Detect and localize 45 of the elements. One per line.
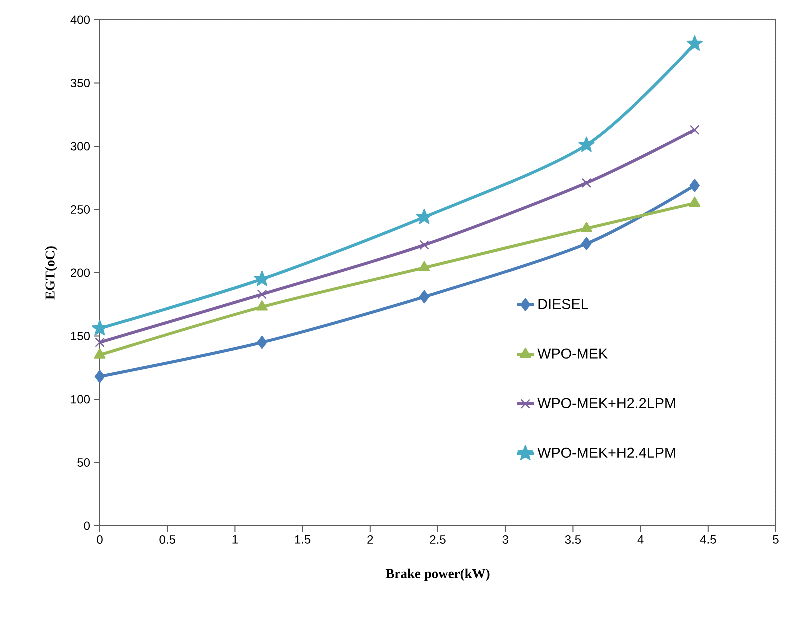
- x-tick-label: 0.5: [160, 536, 176, 544]
- x-axis-title: Brake power(kW): [386, 568, 490, 582]
- point: [582, 237, 592, 250]
- legend-label: WPO-MEK+H2.4LPM: [538, 448, 676, 458]
- point: [418, 261, 430, 272]
- point: [257, 290, 268, 300]
- point: [580, 222, 593, 232]
- legend-label: WPO-MEK+H2.2LPM: [538, 398, 676, 408]
- point: [416, 208, 432, 224]
- point: [582, 178, 592, 188]
- point: [256, 300, 268, 311]
- legend-label: DIESEL: [538, 299, 588, 310]
- legend-label: WPO-MEK: [538, 348, 608, 359]
- point: [578, 136, 595, 152]
- point: [419, 290, 430, 304]
- x-tick-label: 2: [368, 536, 374, 544]
- x-tick-label: 3.5: [565, 536, 582, 544]
- y-tick-label: 350: [70, 79, 90, 88]
- y-tick-label: 250: [71, 206, 90, 214]
- point: [257, 336, 268, 350]
- point: [420, 240, 430, 250]
- x-tick-label: 3: [502, 536, 508, 544]
- y-tick-label: 400: [70, 16, 90, 24]
- point: [689, 196, 701, 208]
- x-tick-label: 4.5: [700, 536, 716, 544]
- x-tick-label: 4: [638, 536, 644, 544]
- x-tick-label: 1.5: [295, 536, 311, 544]
- y-tick-label: 50: [78, 458, 90, 467]
- point: [690, 179, 700, 192]
- x-tick-label: 5: [773, 536, 779, 544]
- point: [94, 370, 106, 384]
- point: [95, 338, 105, 348]
- y-tick-label: 150: [71, 332, 90, 340]
- point: [690, 125, 700, 135]
- y-axis-title: EGT(oC): [45, 246, 58, 300]
- y-tick-label: 0: [84, 522, 90, 530]
- point: [94, 348, 106, 359]
- point: [686, 36, 703, 51]
- y-tick-label: 300: [70, 142, 90, 151]
- x-tick-label: 2.5: [430, 536, 446, 544]
- x-tick-label: 1: [232, 536, 238, 544]
- y-tick-label: 100: [71, 395, 90, 404]
- y-tick-label: 200: [71, 268, 90, 278]
- point: [254, 270, 270, 286]
- x-tick-label: 0: [97, 536, 103, 544]
